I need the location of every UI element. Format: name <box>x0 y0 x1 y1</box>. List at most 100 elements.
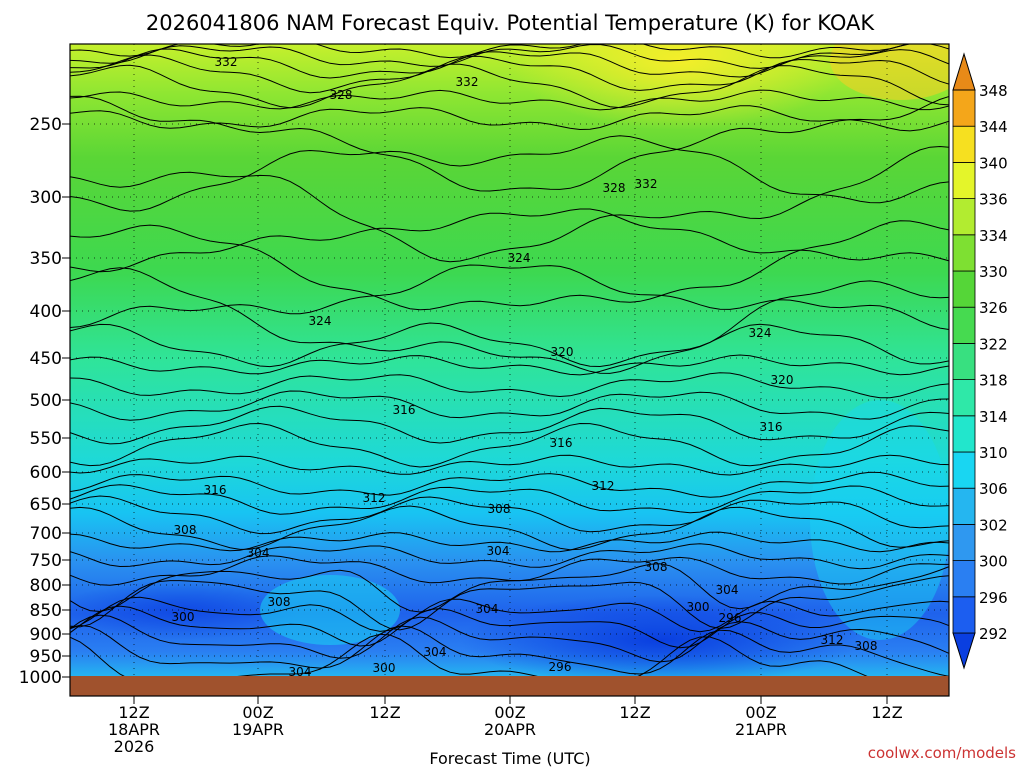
colorbar-swatch <box>952 306 976 344</box>
x-tick-label: 12Z <box>118 703 149 722</box>
contour-line <box>70 633 870 677</box>
contour-line <box>70 605 949 649</box>
colorbar: 292 296 300 302 306 310 314 318 322 326 330 334 336 3… <box>952 52 1008 670</box>
x-tick-label: 00Z <box>242 703 273 722</box>
contour-label: 308 <box>488 502 511 516</box>
colorbar-swatch <box>952 487 976 525</box>
contour-label: 316 <box>393 403 416 417</box>
colorbar-min-arrow <box>952 632 976 670</box>
contour-label: 328 <box>603 181 626 195</box>
colorbar-swatch <box>952 342 976 380</box>
contour-label: 304 <box>476 602 499 616</box>
colorbar-swatch <box>952 234 976 272</box>
y-tick-label: 400 <box>30 302 62 322</box>
x-tick-label: 12Z <box>619 703 650 722</box>
chart-title: 2026041806 NAM Forecast Equiv. Potential… <box>146 11 875 35</box>
colorbar-label: 314 <box>979 408 1008 426</box>
colorbar-label: 340 <box>979 154 1008 172</box>
colorbar-label: 292 <box>979 625 1008 643</box>
contour-label: 324 <box>508 251 531 265</box>
contour-label: 312 <box>363 491 386 505</box>
contour-label: 308 <box>855 639 878 653</box>
contour-line <box>70 624 949 677</box>
colorbar-label: 322 <box>979 335 1008 353</box>
contour-line <box>70 531 949 553</box>
colorbar-max-arrow <box>952 52 976 91</box>
y-tick-label: 750 <box>30 551 62 571</box>
y-tick-label: 900 <box>30 625 62 645</box>
contour-line <box>70 220 949 311</box>
y-tick-label: 450 <box>30 349 62 369</box>
x-tick-label: 19APR <box>232 720 284 739</box>
contour-line <box>70 405 949 445</box>
contour-label: 320 <box>771 373 794 387</box>
contour-label: 316 <box>204 483 227 497</box>
x-tick-label: 12Z <box>369 703 400 722</box>
colorbar-swatch <box>952 161 976 199</box>
y-tick-label: 300 <box>30 188 62 208</box>
colorbar-swatch <box>952 270 976 308</box>
colorbar-label: 310 <box>979 444 1008 462</box>
contour-label: 312 <box>592 479 615 493</box>
contour-line <box>70 505 949 551</box>
contour-label: 316 <box>550 436 573 450</box>
contour-label: 300 <box>172 610 195 624</box>
contour-label: 304 <box>247 546 270 560</box>
contour-line <box>70 208 949 273</box>
contour-line <box>70 471 949 498</box>
contour-label: 300 <box>687 600 710 614</box>
x-tick-label: 00Z <box>494 703 525 722</box>
contour-line <box>70 390 949 421</box>
contour-line <box>70 563 949 613</box>
contour-label: 296 <box>549 660 572 674</box>
contour-label: 328 <box>330 88 353 102</box>
contour-line <box>70 48 949 79</box>
y-tick-label: 950 <box>30 647 62 667</box>
colorbar-swatch <box>952 415 976 453</box>
y-tick-label: 1000 <box>19 668 62 688</box>
contour-line <box>70 354 949 376</box>
colorbar-label: 330 <box>979 263 1008 281</box>
y-tick-label: 850 <box>30 601 62 621</box>
colorbar-label: 318 <box>979 372 1008 390</box>
contour-label: 316 <box>760 420 783 434</box>
x-tick-label: 2026 <box>114 737 155 756</box>
contour-line <box>70 135 949 212</box>
credit-text: coolwx.com/models <box>868 744 1016 762</box>
colorbar-swatch <box>952 89 976 127</box>
colorbar-label: 296 <box>979 589 1008 607</box>
contour-label: 296 <box>719 611 742 625</box>
contour-label: 320 <box>551 345 574 359</box>
contour-label: 324 <box>749 326 772 340</box>
y-tick-label: 500 <box>30 391 62 411</box>
colorbar-swatch <box>952 560 976 598</box>
contour-line <box>70 495 949 535</box>
colorbar-swatch <box>952 379 976 417</box>
colorbar-swatch <box>952 451 976 489</box>
x-tick-label: 21APR <box>735 720 787 739</box>
colorbar-label: 302 <box>979 516 1008 534</box>
contour-line <box>70 596 949 633</box>
contour-label: 308 <box>645 560 668 574</box>
colorbar-label: 336 <box>979 191 1008 209</box>
contour-label: 308 <box>174 523 197 537</box>
colorbar-swatch <box>952 596 976 634</box>
y-tick-label: 250 <box>30 115 62 135</box>
colorbar-swatch <box>952 524 976 562</box>
contour-label: 308 <box>268 595 291 609</box>
contour-label: 324 <box>309 314 332 328</box>
contour-line <box>70 322 949 368</box>
colorbar-label: 348 <box>979 82 1008 100</box>
colorbar-label: 326 <box>979 299 1008 317</box>
contour-label: 312 <box>821 633 844 647</box>
contour-line <box>70 575 949 631</box>
x-tick-label: 18APR <box>108 720 160 739</box>
x-tick-label: 20APR <box>484 720 536 739</box>
contour-line <box>70 543 949 570</box>
y-tick-label: 700 <box>30 524 62 544</box>
contour-line <box>70 372 949 399</box>
contour-line <box>70 422 949 468</box>
x-tick-label: 12Z <box>871 703 902 722</box>
colorbar-swatch <box>952 198 976 236</box>
